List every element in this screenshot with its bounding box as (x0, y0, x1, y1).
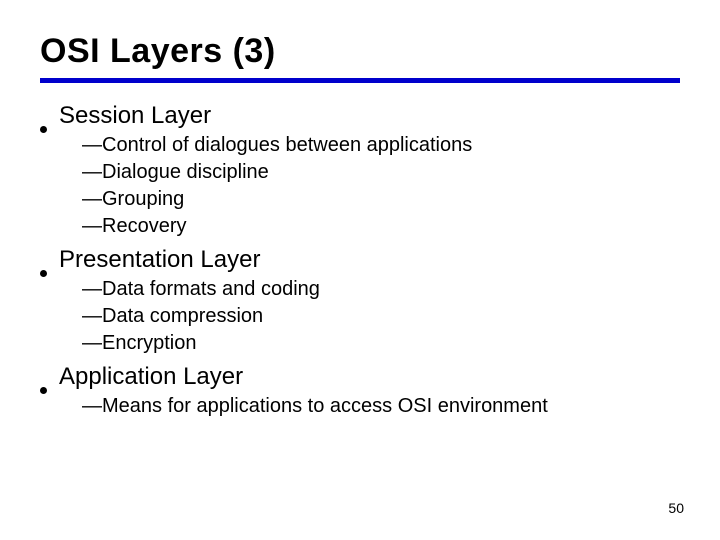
bullet-label: Application Layer (59, 363, 243, 391)
dash-icon: — (82, 186, 102, 213)
sub-item: — Recovery (82, 213, 680, 240)
bullet-item: Presentation Layer (40, 246, 680, 274)
sub-list: — Means for applications to access OSI e… (82, 393, 680, 420)
slide-content: Session Layer — Control of dialogues bet… (40, 96, 680, 426)
bullet-dot-icon (40, 270, 47, 277)
slide-title: OSI Layers (3) (40, 32, 276, 71)
dash-icon: — (82, 393, 102, 420)
dash-icon: — (82, 132, 102, 159)
sub-list: — Control of dialogues between applicati… (82, 132, 680, 240)
bullet-item: Application Layer (40, 363, 680, 391)
page-number: 50 (668, 500, 684, 516)
title-rule (40, 78, 680, 83)
bullet-dot-icon (40, 387, 47, 394)
dash-icon: — (82, 330, 102, 357)
sub-item-text: Data formats and coding (102, 276, 320, 303)
dash-icon: — (82, 276, 102, 303)
bullet-label: Presentation Layer (59, 246, 260, 274)
sub-item: — Dialogue discipline (82, 159, 680, 186)
sub-item: — Data formats and coding (82, 276, 680, 303)
sub-item-text: Means for applications to access OSI env… (102, 393, 548, 420)
sub-item: — Grouping (82, 186, 680, 213)
sub-item-text: Encryption (102, 330, 197, 357)
dash-icon: — (82, 159, 102, 186)
sub-item: — Means for applications to access OSI e… (82, 393, 680, 420)
sub-item: — Data compression (82, 303, 680, 330)
bullet-dot-icon (40, 126, 47, 133)
bullet-item: Session Layer (40, 102, 680, 130)
sub-item: — Control of dialogues between applicati… (82, 132, 680, 159)
sub-item-text: Control of dialogues between application… (102, 132, 472, 159)
sub-item-text: Dialogue discipline (102, 159, 269, 186)
bullet-label: Session Layer (59, 102, 211, 130)
slide: OSI Layers (3) Session Layer — Control o… (0, 0, 720, 540)
dash-icon: — (82, 303, 102, 330)
sub-item-text: Recovery (102, 213, 186, 240)
dash-icon: — (82, 213, 102, 240)
sub-list: — Data formats and coding — Data compres… (82, 276, 680, 357)
sub-item: — Encryption (82, 330, 680, 357)
sub-item-text: Data compression (102, 303, 263, 330)
sub-item-text: Grouping (102, 186, 184, 213)
